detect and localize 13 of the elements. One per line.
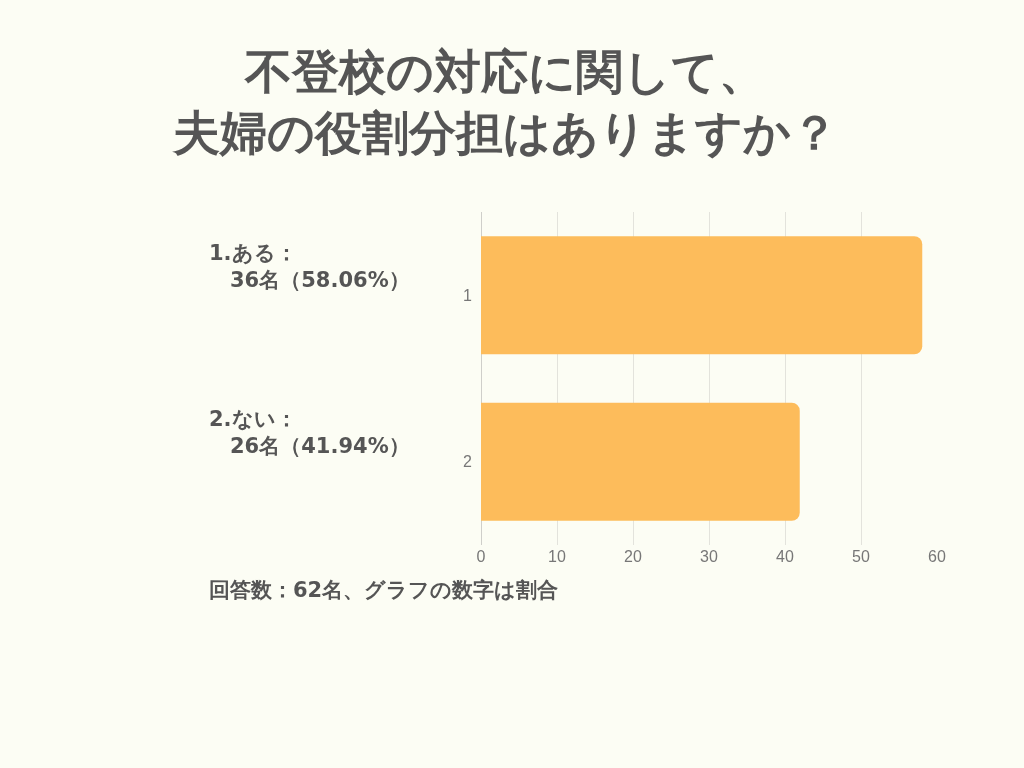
chart-title: 不登校の対応に関して、夫婦の役割分担はありますか？: [172, 44, 839, 161]
x-tick-label: 50: [852, 548, 870, 565]
x-tick-label: 20: [624, 548, 642, 565]
y-tick-label: 1: [463, 286, 473, 304]
x-tick-label: 10: [548, 548, 566, 565]
x-tick-label: 0: [476, 548, 486, 565]
text: 回答数：62名、グラフの数字は割合: [209, 578, 559, 602]
y-tick-label: 2: [463, 453, 473, 471]
x-tick-label: 60: [928, 548, 946, 565]
x-tick-label: 40: [776, 548, 794, 565]
text: 1.ある： 36名（58.06%）: [209, 241, 410, 293]
x-tick-label: 30: [700, 548, 718, 565]
text: 2.ない： 26名（41.94%）: [209, 407, 410, 459]
